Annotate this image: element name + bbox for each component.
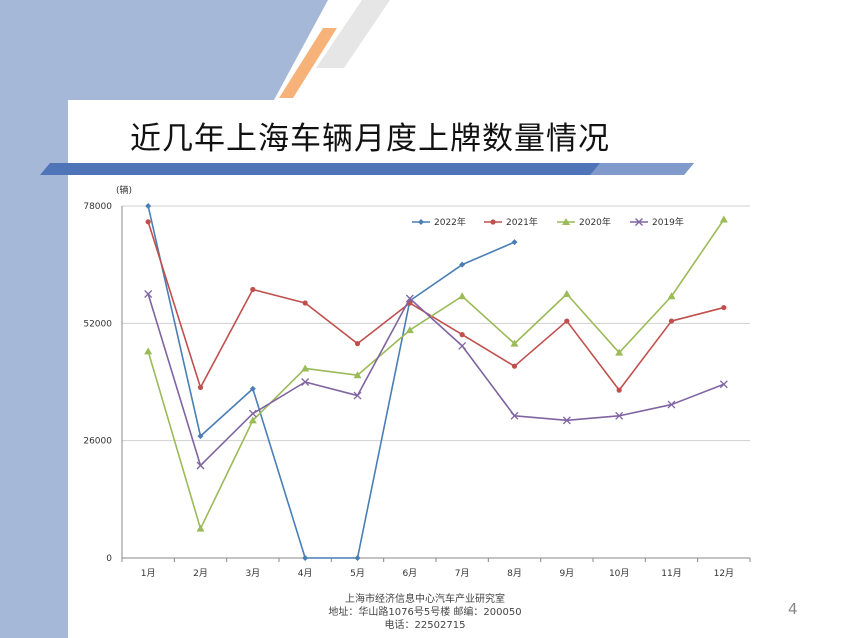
x-tick-label: 3月 <box>245 568 260 579</box>
legend-label: 2022年 <box>434 216 466 228</box>
orange-accent-stripe <box>279 28 337 98</box>
page-number: 4 <box>788 600 798 618</box>
data-point <box>145 219 151 225</box>
content-panel <box>68 100 850 638</box>
series-line <box>147 293 725 467</box>
chart-legend: 2022年 2021年 2020年 2019年 <box>412 216 684 228</box>
data-point <box>248 416 257 424</box>
x-tick-label: 9月 <box>559 568 574 579</box>
legend-label: 2019年 <box>652 216 684 228</box>
data-point <box>248 409 257 418</box>
x-tick-label: 1月 <box>141 568 156 579</box>
data-point <box>196 461 205 470</box>
data-point <box>562 290 571 297</box>
y-axis-label: (辆) <box>116 184 132 196</box>
x-tick-label: 11月 <box>661 568 681 579</box>
data-point <box>719 215 728 223</box>
data-point <box>250 286 256 293</box>
series-2022年 <box>145 203 518 561</box>
data-point <box>459 332 465 338</box>
x-tick-label: 8月 <box>507 568 522 579</box>
footer-organization: 上海市经济信息中心汽车产业研究室 <box>345 594 505 605</box>
data-point <box>301 364 310 372</box>
x-tick-label: 2月 <box>193 568 208 579</box>
data-point <box>144 347 153 355</box>
data-point <box>302 555 309 561</box>
data-point <box>511 239 518 246</box>
data-point <box>719 380 728 389</box>
legend-entry: 2021年 <box>484 216 538 228</box>
legend-entry: 2019年 <box>630 216 684 228</box>
y-tick-label: 26000 <box>83 437 112 447</box>
data-point <box>667 292 676 300</box>
title-underline-bar <box>40 163 694 175</box>
x-tick-label: 10月 <box>609 568 629 579</box>
footer-address: 地址：华山路1076号5号楼 邮编：200050 <box>328 607 522 618</box>
legend-marker <box>562 218 570 225</box>
title-underline-highlight <box>590 163 694 175</box>
data-point <box>145 203 152 209</box>
series-lines <box>144 203 728 561</box>
data-point <box>564 318 570 324</box>
data-point <box>667 400 676 409</box>
y-tick-label: 0 <box>106 554 112 564</box>
data-point <box>405 294 414 303</box>
legend-marker <box>490 219 496 225</box>
x-tick-label: 7月 <box>455 568 470 579</box>
data-point <box>458 292 467 300</box>
data-point <box>615 411 624 420</box>
data-point <box>197 384 204 391</box>
y-tick-label: 52000 <box>83 319 112 329</box>
data-point <box>197 433 204 440</box>
data-point <box>405 326 414 334</box>
data-point <box>144 290 153 298</box>
data-point <box>354 341 361 347</box>
data-point <box>510 411 519 420</box>
data-point <box>458 341 467 350</box>
legend-label: 2020年 <box>579 216 611 228</box>
slide-title: 近几年上海车辆月度上牌数量情况 <box>130 121 610 157</box>
data-point <box>511 363 518 369</box>
legend-marker <box>635 218 643 226</box>
x-tick-label: 6月 <box>402 568 417 579</box>
top-blue-wedge <box>0 0 328 100</box>
data-point <box>616 387 622 393</box>
legend-marker <box>418 219 424 225</box>
axes: 0 26000 52000 78000 (辆) 1月 2月 3月 4月 5月 6月 7月 8月 9月 10月… <box>83 184 751 579</box>
legend-label: 2021年 <box>506 216 538 228</box>
data-point <box>196 524 205 532</box>
x-tick-label: 5月 <box>350 568 365 579</box>
data-point <box>249 385 256 392</box>
data-point <box>721 304 727 311</box>
gridlines <box>122 205 750 442</box>
data-point <box>562 416 571 425</box>
series-line <box>147 221 725 391</box>
data-point <box>302 300 308 306</box>
series-2021年 <box>145 219 727 393</box>
series-2020年 <box>144 215 728 532</box>
y-tick-label: 78000 <box>83 202 112 212</box>
series-2019年 <box>144 290 728 470</box>
legend-entry: 2022年 <box>412 216 466 228</box>
data-point <box>615 348 624 356</box>
data-point <box>459 261 466 268</box>
x-tick-label: 4月 <box>298 568 313 579</box>
series-line <box>147 219 725 530</box>
x-tick-label: 12月 <box>714 568 734 579</box>
left-blue-band <box>0 0 68 638</box>
data-point <box>301 378 310 386</box>
data-point <box>668 318 675 324</box>
footer-phone: 电话：22502715 <box>384 620 466 631</box>
data-point <box>510 339 519 347</box>
series-line <box>147 205 515 559</box>
legend-entry: 2020年 <box>557 216 611 228</box>
data-point <box>353 371 362 379</box>
grey-accent-stripe <box>316 0 390 68</box>
data-point <box>353 391 362 400</box>
data-point <box>354 555 361 561</box>
